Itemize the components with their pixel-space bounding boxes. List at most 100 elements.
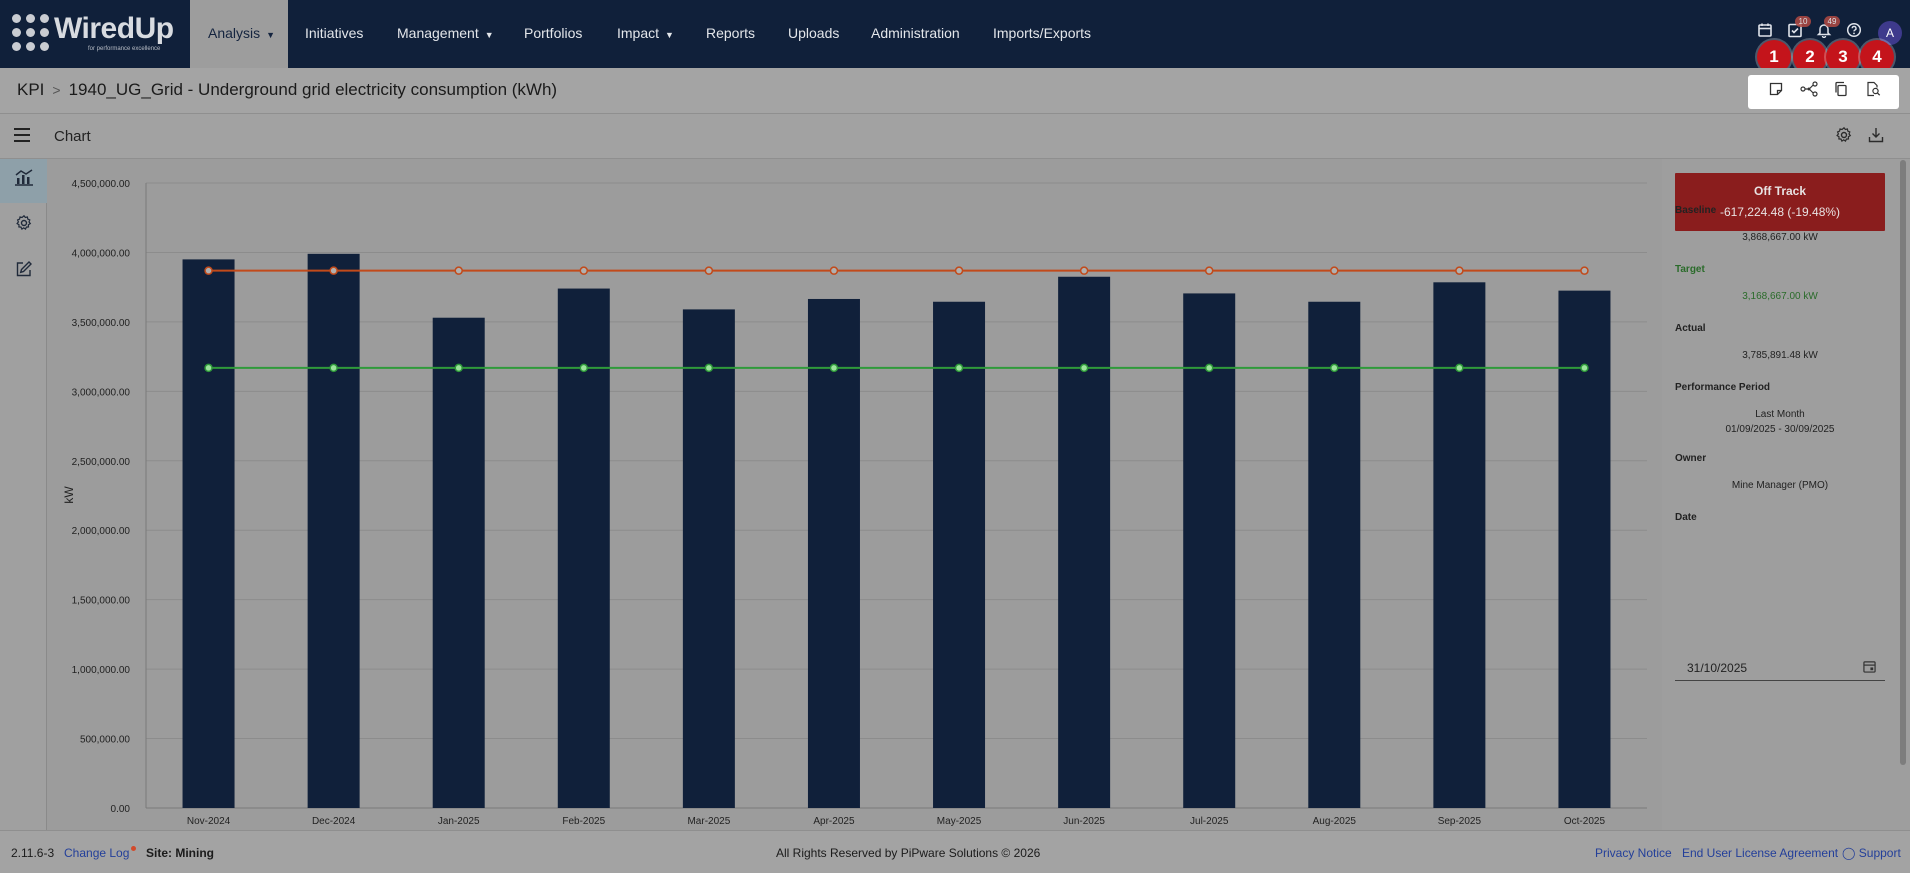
nav-label: Administration	[871, 25, 960, 41]
chevron-right-icon: >	[52, 82, 61, 98]
target-point	[954, 363, 964, 373]
edit-icon[interactable]	[0, 251, 47, 295]
chart-bar	[682, 309, 735, 808]
target-point	[1079, 363, 1089, 373]
scrollbar[interactable]	[1900, 160, 1906, 765]
period-name: Last Month	[1755, 409, 1805, 420]
change-log-link[interactable]: Change Log	[64, 846, 137, 860]
y-tick-label: 500,000.00	[80, 735, 130, 746]
search-document-icon[interactable]	[1862, 81, 1884, 103]
baseline-value: 3,868,667.00 kW	[1742, 232, 1818, 243]
note-icon[interactable]	[1765, 81, 1787, 103]
footer: 2.11.6-3 Change Log Site: Mining All Rig…	[0, 830, 1910, 873]
x-tick-label: Jun-2025	[1063, 816, 1105, 827]
nav-imports-exports[interactable]: Imports/Exports	[993, 0, 1091, 68]
target-label: Target	[1675, 264, 1705, 275]
x-tick-label: Apr-2025	[813, 816, 855, 827]
date-label: Date	[1675, 512, 1697, 523]
menu-icon[interactable]	[14, 128, 30, 142]
baseline-point	[454, 266, 463, 275]
baseline-point	[1204, 266, 1214, 275]
chevron-down-icon: ▼	[665, 30, 674, 40]
target-point	[454, 363, 463, 373]
x-tick-label: Jul-2025	[1190, 816, 1229, 827]
network-icon[interactable]	[1798, 81, 1820, 103]
target-point	[829, 363, 839, 373]
nav-label: Portfolios	[524, 25, 583, 41]
page-title: 1940_UG_Grid - Underground grid electric…	[68, 80, 558, 99]
target-point	[1455, 363, 1464, 373]
owner-label: Owner	[1675, 453, 1707, 464]
site-label: Site: Mining	[146, 846, 214, 860]
status-badge: Off Track -617,224.48 (-19.48%)	[1675, 173, 1885, 231]
target-point	[579, 363, 589, 373]
privacy-notice-link[interactable]: Privacy Notice	[1595, 846, 1672, 860]
copyright-text: All Rights Reserved by PiPware Solutions…	[776, 846, 1041, 860]
kpi-action-group	[1748, 75, 1899, 109]
gear-icon[interactable]	[1834, 126, 1854, 146]
breadcrumb-bar: KPI >1940_UG_Grid - Underground grid elec…	[0, 68, 1910, 114]
target-point	[204, 363, 213, 373]
breadcrumb-root[interactable]: KPI	[17, 80, 45, 99]
tasks-icon[interactable]: 10	[1785, 16, 1811, 42]
nav-management[interactable]: Management ▼	[397, 0, 494, 68]
y-tick-label: 1,000,000.00	[72, 665, 131, 676]
nav-impact[interactable]: Impact ▼	[617, 0, 674, 68]
chart-bar	[557, 288, 610, 808]
nav-uploads[interactable]: Uploads	[788, 0, 839, 68]
baseline-point	[829, 266, 839, 275]
calendar-icon[interactable]	[1755, 22, 1775, 42]
baseline-point	[329, 266, 338, 275]
baseline-point	[1455, 266, 1464, 275]
y-tick-label: 2,500,000.00	[72, 457, 131, 468]
kpi-bar-chart: kW 0.00 500,000.00 1,000,000.00 1,500,000.0…	[62, 179, 1647, 827]
actual-value: 3,785,891.48 kW	[1742, 350, 1818, 361]
nav-reports[interactable]: Reports	[706, 0, 755, 68]
breadcrumb: KPI >1940_UG_Grid - Underground grid elec…	[17, 80, 557, 100]
x-tick-label: Mar-2025	[687, 816, 730, 827]
nav-label: Reports	[706, 25, 756, 41]
calendar-icon[interactable]	[1863, 660, 1877, 674]
logo-text: WiredUp	[54, 12, 174, 45]
eula-link[interactable]: End User License Agreement	[1682, 846, 1839, 860]
y-tick-label: 0.00	[111, 804, 131, 815]
support-icon: ◯	[1842, 846, 1856, 860]
target-point	[1204, 363, 1214, 373]
y-tick-label: 4,500,000.00	[72, 179, 131, 190]
settings-icon[interactable]	[0, 205, 47, 249]
baseline-point	[954, 266, 964, 275]
nav-initiatives[interactable]: Initiatives	[305, 0, 363, 68]
chart-toolbar: Chart	[0, 114, 1910, 159]
x-tick-label: Aug-2025	[1313, 816, 1357, 827]
date-input[interactable]: 31/10/2025	[1675, 653, 1885, 681]
support-label: Support	[1858, 846, 1901, 860]
chart-bar	[432, 317, 485, 808]
chart-view-icon[interactable]	[0, 159, 47, 203]
copy-icon[interactable]	[1830, 81, 1852, 103]
baseline-point	[204, 266, 213, 275]
x-tick-label: Nov-2024	[187, 816, 231, 827]
chart-side-bar	[0, 159, 47, 830]
status-value: -617,224.48 (-19.48%)	[1719, 205, 1841, 219]
chart-bar	[807, 298, 860, 808]
chart-bar	[933, 301, 986, 808]
status-title: Off Track	[1753, 184, 1807, 198]
nav-administration[interactable]: Administration	[871, 0, 960, 68]
nav-portfolios[interactable]: Portfolios	[524, 0, 582, 68]
version-text: 2.11.6-3	[11, 846, 55, 860]
nav-analysis[interactable]: Analysis ▼	[190, 0, 288, 68]
support-link[interactable]: ◯ Support	[1842, 846, 1901, 860]
baseline-point	[579, 266, 589, 275]
baseline-label: Baseline	[1675, 205, 1717, 216]
nav-label: Impact	[617, 25, 660, 41]
bell-icon[interactable]: 49	[1814, 16, 1840, 42]
y-tick-label: 1,500,000.00	[72, 596, 131, 607]
target-value: 3,168,667.00 kW	[1742, 291, 1818, 302]
logo-mark	[12, 14, 52, 54]
tasks-badge: 10	[1795, 16, 1811, 27]
target-point	[1580, 363, 1589, 373]
download-icon[interactable]	[1866, 126, 1886, 146]
wiredup-logo[interactable]: WiredUp for performance excellence	[8, 10, 180, 56]
target-point	[704, 363, 714, 373]
help-icon[interactable]	[1844, 22, 1864, 42]
